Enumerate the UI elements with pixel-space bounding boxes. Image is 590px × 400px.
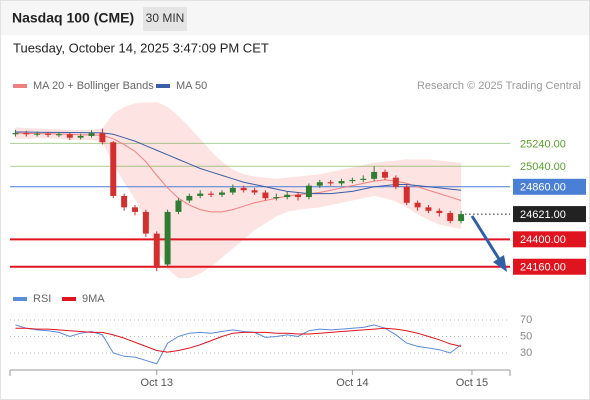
forecast-arrow-head	[493, 255, 507, 272]
candle-body	[88, 133, 95, 136]
indicator-line	[15, 327, 462, 353]
candle-body	[55, 134, 62, 136]
candle-body	[382, 171, 388, 178]
candle-body	[403, 186, 410, 203]
candle-body	[436, 210, 443, 214]
header-bar	[1, 1, 589, 35]
candle-body	[208, 193, 215, 195]
timestamp: Tuesday, October 14, 2025 3:47:09 PM CET	[13, 40, 269, 55]
legend-label: MA 50	[176, 80, 207, 92]
credit: Research © 2025 Trading Central	[417, 80, 581, 92]
candle-body	[295, 194, 302, 198]
candle-body	[153, 233, 160, 268]
level-label: 24621.00	[520, 209, 566, 221]
candle-body	[240, 187, 247, 191]
forecast-arrow	[470, 215, 501, 260]
legend-swatch	[156, 84, 170, 88]
candle-body	[349, 179, 356, 182]
rsi-panel: RSI 9MA 70 50 30 Oct 13 Oct 14 Oct 15	[9, 293, 532, 389]
candle-body	[77, 135, 84, 138]
y-tick-label: 70	[520, 314, 532, 326]
candle-body	[110, 142, 117, 196]
candle-body	[458, 214, 465, 222]
legend-label: MA 20 + Bollinger Bands	[33, 80, 154, 92]
legend-swatch	[13, 297, 27, 301]
level-label-box	[513, 178, 586, 195]
candle-body	[66, 134, 73, 138]
candle-body	[327, 182, 334, 184]
candle-body	[371, 171, 378, 179]
candle-body	[23, 133, 30, 135]
candle-body	[360, 178, 367, 180]
candle-body	[175, 200, 182, 212]
legend-label: 9MA	[82, 293, 105, 305]
candle-body	[34, 133, 41, 135]
candle-body	[218, 192, 225, 195]
candle-body	[251, 190, 258, 193]
candle-body	[338, 181, 345, 184]
level-label-box	[513, 231, 586, 248]
level-label: 24400.00	[520, 234, 566, 246]
level-label: 24860.00	[520, 182, 566, 194]
candle-body	[229, 187, 236, 193]
level-label-box	[513, 258, 586, 275]
candle-body	[392, 177, 399, 187]
candle-body	[425, 207, 432, 211]
title: Nasdaq 100 (CME)	[12, 10, 134, 26]
candle-body	[262, 192, 269, 199]
candle-body	[132, 207, 138, 212]
candle-body	[414, 202, 421, 208]
legend-swatch	[62, 297, 76, 301]
candle-body	[305, 185, 312, 198]
candle-body	[99, 133, 106, 143]
candle-body	[197, 193, 204, 196]
y-tick-label: 30	[520, 347, 532, 359]
candle-body	[45, 133, 52, 135]
candle-body	[273, 197, 280, 199]
candle-body	[121, 195, 128, 208]
candle-body	[142, 211, 149, 234]
legend-label: RSI	[33, 293, 51, 305]
interval-button[interactable]	[143, 7, 187, 31]
level-label: 25040.00	[520, 161, 566, 173]
x-tick-label: Oct 14	[336, 377, 368, 389]
x-tick-label: Oct 15	[456, 377, 488, 389]
y-tick-label: 50	[520, 330, 532, 342]
candle-body	[284, 194, 291, 198]
level-label: 24160.00	[520, 262, 566, 274]
legend-swatch	[13, 84, 27, 88]
candle-body	[447, 213, 454, 222]
candle-body	[316, 182, 323, 186]
x-tick-label: Oct 13	[141, 377, 173, 389]
candle-body	[12, 133, 19, 135]
candle-body	[186, 195, 193, 201]
level-label-box	[513, 206, 586, 223]
price-panel: MA 20 + Bollinger Bands MA 50 Research © 2…	[10, 80, 586, 279]
moving-average	[15, 131, 462, 195]
candle-body	[164, 211, 171, 265]
level-label: 25240.00	[520, 138, 566, 150]
interval-label[interactable]: 30 MIN	[146, 11, 185, 25]
